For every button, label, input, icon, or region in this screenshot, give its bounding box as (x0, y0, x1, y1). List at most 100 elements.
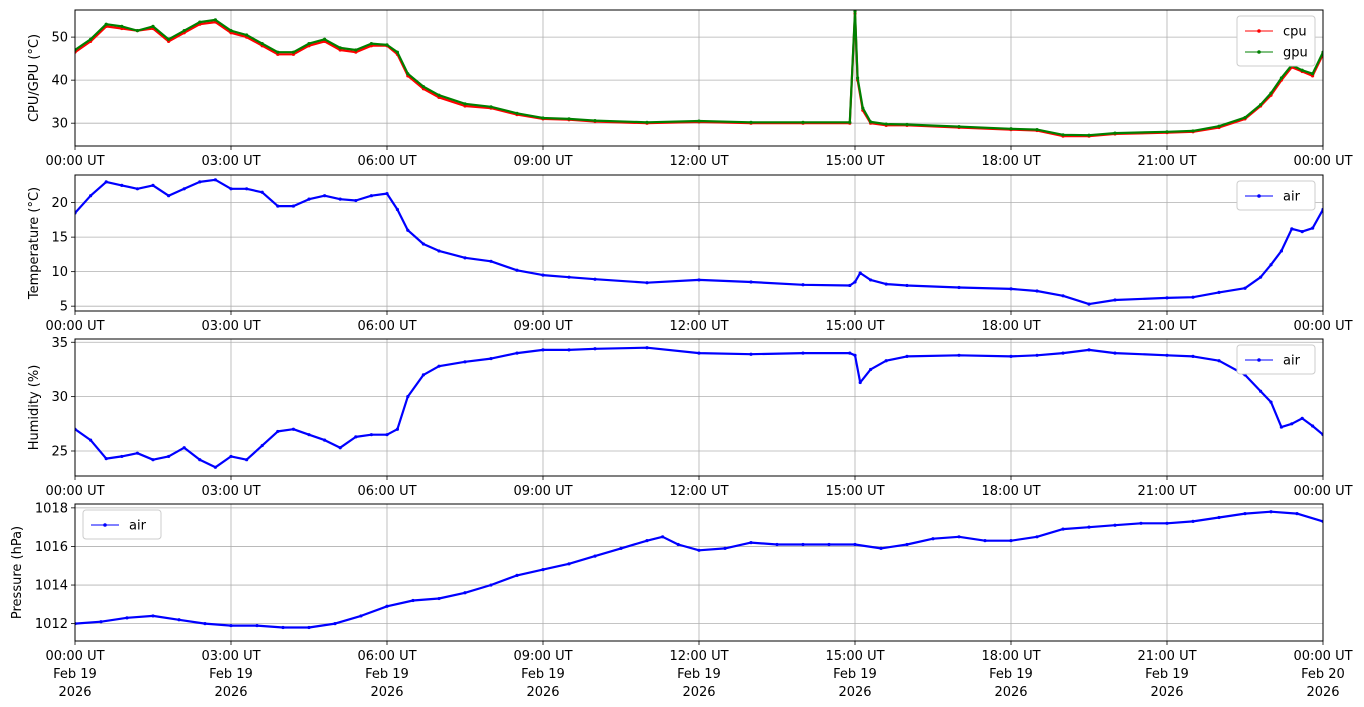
panel-4: 00:00 UT Feb 19 2026 03:00 UT Feb 19 2026 06:0… (10, 501, 1353, 700)
y-tick-label: 30 (51, 390, 68, 405)
data-point (489, 356, 493, 361)
data-point (1279, 425, 1283, 429)
data-point (1269, 510, 1273, 514)
data-point (135, 451, 139, 455)
data-point (858, 271, 862, 275)
x-tick-label: 00:00 UT (45, 484, 104, 499)
data-point (104, 457, 108, 461)
x-tick-label: 06:00 UT (357, 319, 416, 334)
data-point (1035, 535, 1039, 539)
data-point (884, 122, 888, 126)
data-point (1009, 354, 1013, 358)
data-point (104, 22, 108, 26)
x-tick-label: 00:00 UT (1293, 649, 1352, 664)
y-tick-label: 20 (51, 196, 68, 211)
data-point (1243, 286, 1247, 290)
data-point (338, 197, 342, 201)
y-tick-label: 10 (51, 265, 68, 280)
data-point (1009, 539, 1013, 543)
data-point (749, 280, 753, 284)
data-point (411, 598, 415, 603)
data-point (120, 24, 124, 28)
data-point (1290, 227, 1294, 231)
x-tick-label: 00:00 UT (45, 154, 104, 169)
data-point (338, 46, 342, 50)
data-point (879, 546, 883, 550)
data-point (848, 351, 852, 355)
data-point (104, 180, 108, 184)
legend-label: air (1283, 354, 1301, 369)
data-point (1311, 424, 1315, 428)
data-point (489, 105, 493, 109)
data-point (645, 346, 649, 350)
x-tick-label: 06:00 UT (357, 154, 416, 169)
data-point (245, 187, 249, 191)
data-point (905, 354, 909, 358)
data-point (120, 454, 124, 459)
data-point (167, 37, 171, 41)
x-tick-label: 21:00 UT (1137, 319, 1196, 334)
y-axis-label: Temperature (°C) (27, 187, 42, 300)
data-point (89, 37, 93, 41)
x-tick-label: 18:00 UT (981, 319, 1040, 334)
data-point (1113, 351, 1117, 355)
x-tick-label: 09:00 UT (513, 319, 572, 334)
data-point (853, 542, 857, 547)
data-point (1165, 296, 1169, 300)
data-point (354, 198, 358, 203)
data-point (229, 454, 233, 459)
data-point (1300, 68, 1304, 72)
series-air (75, 178, 1323, 306)
x-tick-label: 00:00 UT (45, 649, 104, 664)
data-point (213, 178, 217, 182)
panel-2: 00:00 UT 03:00 UT 06:00 UT 09:00 UT 12:00 UT… (27, 174, 1353, 334)
data-point (1165, 353, 1169, 357)
x-tick-label: 15:00 UT (825, 319, 884, 334)
data-point (593, 347, 597, 351)
data-point (775, 542, 779, 547)
data-point (463, 360, 467, 364)
legend-swatch-marker (1257, 194, 1261, 198)
x-tick-label: 18:00 UT (981, 154, 1040, 169)
data-point (1269, 91, 1273, 95)
x-tick-label: 09:00 UT (513, 484, 572, 499)
data-point (567, 348, 571, 352)
x-tick-label: 18:00 UT (981, 484, 1040, 499)
series-line (75, 346, 1323, 469)
data-point (89, 194, 93, 198)
data-point (1165, 521, 1169, 525)
data-point (676, 542, 680, 547)
data-point (884, 359, 888, 363)
data-point (1113, 523, 1117, 527)
data-point (354, 435, 358, 439)
data-point (1243, 512, 1247, 516)
data-point (307, 197, 311, 201)
data-point (1191, 129, 1195, 133)
data-point (541, 568, 545, 572)
data-point (198, 20, 202, 24)
data-point (1259, 275, 1263, 279)
x-tick-label: 15:00 UT (825, 484, 884, 499)
x-tick-date: Feb 19 (677, 667, 721, 682)
data-point (1259, 103, 1263, 107)
x-tick-year: 2026 (1150, 685, 1183, 700)
data-point (697, 548, 701, 552)
data-point (260, 190, 264, 194)
data-point (567, 562, 571, 566)
data-point (99, 620, 103, 624)
x-tick-label: 12:00 UT (669, 484, 728, 499)
axes-frame (74, 174, 1324, 312)
legend-label: gpu (1283, 46, 1308, 61)
x-tick-year: 2026 (58, 685, 91, 700)
data-point (406, 395, 410, 399)
data-point (983, 539, 987, 543)
data-point (593, 554, 597, 558)
data-point (281, 625, 285, 630)
series-line (75, 510, 1323, 629)
data-point (884, 282, 888, 286)
legend-box (1236, 344, 1316, 375)
data-point (541, 348, 545, 352)
x-tick-label: 00:00 UT (1293, 154, 1352, 169)
x-tick-label: 18:00 UT (981, 649, 1040, 664)
